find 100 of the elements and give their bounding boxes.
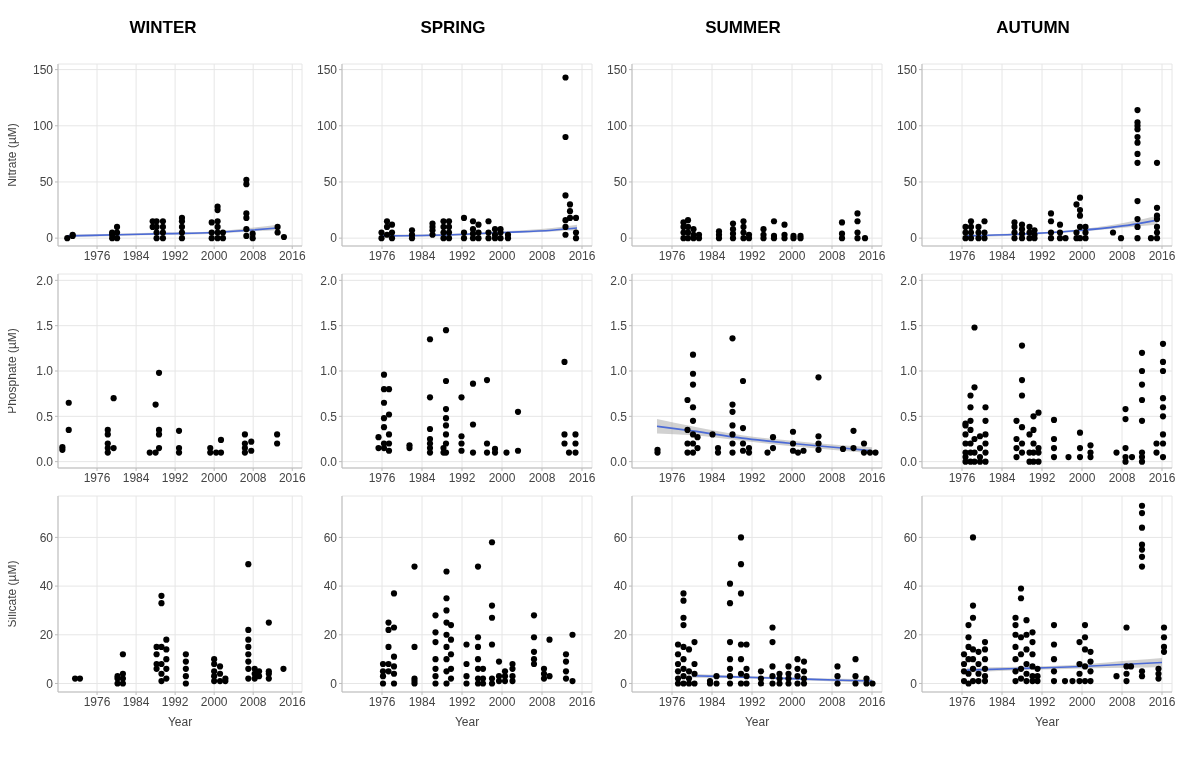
x-tick-label: 1976: [948, 248, 976, 263]
x-axis-title: Year: [167, 715, 193, 729]
y-tick-label: 20: [903, 628, 918, 643]
x-tick-label: 1992: [1028, 470, 1056, 485]
y-tick-label: 2.0: [320, 273, 338, 288]
x-tick-label: 1984: [122, 470, 150, 485]
y-tick-label: 40: [613, 579, 628, 594]
y-tick-label: 0: [46, 231, 54, 246]
x-axis-title: Year: [454, 715, 480, 729]
x-tick-label: 1976: [83, 470, 111, 485]
x-tick-label: 2008: [818, 470, 846, 485]
x-tick-label: 1992: [161, 470, 189, 485]
x-tick-label: 2000: [200, 694, 228, 709]
chart-title: SUMMER: [704, 17, 782, 39]
x-tick-label: 1992: [738, 694, 766, 709]
x-tick-label: 1984: [408, 470, 436, 485]
x-tick-label: 1984: [122, 694, 150, 709]
x-tick-label: 1992: [738, 470, 766, 485]
y-tick-label: 50: [323, 175, 338, 190]
x-tick-label: 2000: [778, 694, 806, 709]
y-tick-label: 0: [910, 676, 918, 691]
y-tick-label: 0: [910, 231, 918, 246]
x-tick-label: 2000: [778, 248, 806, 263]
x-tick-label: 2000: [1068, 694, 1096, 709]
x-tick-label: 1992: [448, 470, 476, 485]
y-tick-label: 0.0: [36, 454, 54, 469]
x-tick-label: 2000: [488, 694, 516, 709]
x-tick-label: 2000: [1068, 470, 1096, 485]
y-tick-label: 100: [896, 119, 918, 134]
y-tick-label: 2.0: [900, 273, 918, 288]
x-tick-label: 2000: [488, 248, 516, 263]
x-tick-label: 1984: [988, 694, 1016, 709]
x-tick-label: 1984: [698, 470, 726, 485]
y-tick-label: 40: [903, 579, 918, 594]
y-tick-label: 0: [46, 676, 54, 691]
x-tick-label: 2008: [528, 470, 556, 485]
x-tick-label: 1992: [448, 694, 476, 709]
y-tick-label: 150: [896, 62, 918, 77]
y-tick-label: 0.5: [320, 409, 338, 424]
y-tick-label: 1.5: [900, 318, 918, 333]
y-axis-title: Nitrate (µM): [5, 123, 20, 187]
y-tick-label: 2.0: [36, 273, 54, 288]
x-tick-label: 1992: [161, 248, 189, 263]
x-tick-label: 2016: [858, 694, 886, 709]
chart-title: SPRING: [419, 17, 487, 39]
y-tick-label: 150: [32, 62, 54, 77]
y-tick-label: 20: [613, 628, 628, 643]
x-tick-label: 2008: [1108, 470, 1136, 485]
y-tick-label: 1.0: [610, 364, 628, 379]
x-tick-label: 1984: [122, 248, 150, 263]
y-axis-title: Phosphate (µM): [5, 328, 20, 414]
x-tick-label: 2016: [1148, 694, 1176, 709]
y-tick-label: 0.0: [320, 454, 338, 469]
x-tick-label: 1984: [988, 470, 1016, 485]
x-tick-label: 2016: [278, 248, 306, 263]
y-tick-label: 40: [323, 579, 338, 594]
y-tick-label: 0.5: [36, 409, 54, 424]
x-tick-label: 1976: [83, 248, 111, 263]
x-tick-label: 1976: [83, 694, 111, 709]
x-tick-label: 2000: [1068, 248, 1096, 263]
y-axis-title: Silicate (µM): [5, 560, 20, 628]
y-tick-label: 0: [620, 231, 628, 246]
y-tick-label: 60: [323, 530, 338, 545]
y-tick-label: 2.0: [610, 273, 628, 288]
x-tick-label: 2016: [568, 470, 596, 485]
x-tick-label: 2016: [858, 248, 886, 263]
x-tick-label: 1984: [988, 248, 1016, 263]
y-tick-label: 100: [316, 119, 338, 134]
y-tick-label: 60: [613, 530, 628, 545]
x-tick-label: 1976: [658, 470, 686, 485]
y-tick-label: 0: [330, 231, 338, 246]
y-tick-label: 1.0: [900, 364, 918, 379]
x-tick-label: 2016: [278, 470, 306, 485]
x-tick-label: 1976: [368, 248, 396, 263]
chart-title: WINTER: [128, 17, 198, 39]
x-tick-label: 1984: [408, 248, 436, 263]
y-tick-label: 20: [323, 628, 338, 643]
y-tick-label: 1.5: [320, 318, 338, 333]
y-tick-label: 60: [903, 530, 918, 545]
x-tick-label: 2016: [568, 694, 596, 709]
y-tick-label: 60: [39, 530, 54, 545]
x-tick-label: 1992: [738, 248, 766, 263]
x-tick-label: 2000: [778, 470, 806, 485]
x-tick-label: 2008: [239, 470, 267, 485]
x-tick-label: 2000: [488, 470, 516, 485]
x-tick-label: 2008: [528, 694, 556, 709]
y-tick-label: 100: [32, 119, 54, 134]
x-tick-label: 2000: [200, 248, 228, 263]
y-tick-label: 50: [613, 175, 628, 190]
y-tick-label: 1.5: [610, 318, 628, 333]
x-tick-label: 2008: [1108, 694, 1136, 709]
y-tick-label: 50: [39, 175, 54, 190]
chart-title: AUTUMN: [995, 17, 1071, 39]
x-tick-label: 1976: [658, 694, 686, 709]
x-tick-label: 2008: [239, 694, 267, 709]
y-tick-label: 40: [39, 579, 54, 594]
x-tick-label: 2008: [818, 248, 846, 263]
x-tick-label: 1976: [658, 248, 686, 263]
y-tick-label: 0.0: [900, 454, 918, 469]
x-tick-label: 2008: [239, 248, 267, 263]
